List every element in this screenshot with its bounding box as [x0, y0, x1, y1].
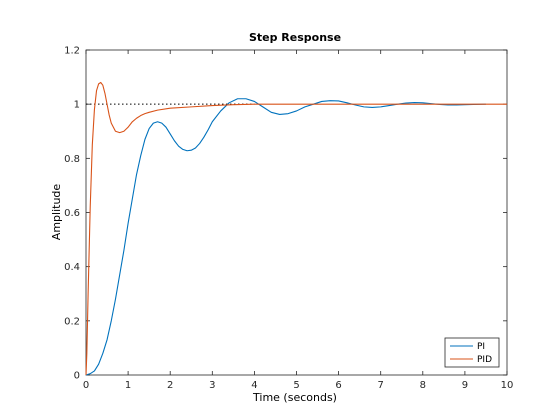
axes-box [85, 49, 508, 376]
y-tick-label: 0.6 [64, 208, 80, 219]
x-tick-label: 4 [251, 380, 257, 391]
x-tick-label: 6 [335, 380, 341, 391]
y-tick-label: 0.8 [64, 154, 80, 165]
x-tick-label: 3 [209, 380, 215, 391]
legend-box [444, 337, 500, 368]
y-tick-label: 0 [74, 371, 80, 382]
y-tick-label: 0.4 [64, 262, 80, 273]
x-tick-label: 5 [293, 380, 299, 391]
x-tick-label: 8 [420, 380, 426, 391]
x-axis-label: Time (seconds) [252, 391, 337, 404]
x-tick-label: 2 [167, 380, 173, 391]
legend-label-pi: PI [477, 342, 485, 352]
y-tick-label: 1.2 [64, 46, 80, 57]
x-tick-label: 10 [501, 380, 514, 391]
legend-label-pid: PID [477, 355, 492, 365]
x-tick-label: 7 [378, 380, 384, 391]
chart-title: Step Response [249, 31, 341, 44]
x-tick-label: 0 [83, 380, 89, 391]
series-line-pid [85, 81, 507, 376]
y-tick-label: 1 [74, 100, 80, 111]
y-axis-label: Amplitude [50, 184, 63, 241]
y-tick-label: 0.2 [64, 316, 80, 327]
x-tick-label: 9 [462, 380, 468, 391]
plot-area: 0 1 2 3 4 5 6 7 8 9 10 0 0.2 0.4 0.6 0.8 1 1.2 PI PID [64, 46, 513, 392]
x-tick-label: 1 [125, 380, 131, 391]
